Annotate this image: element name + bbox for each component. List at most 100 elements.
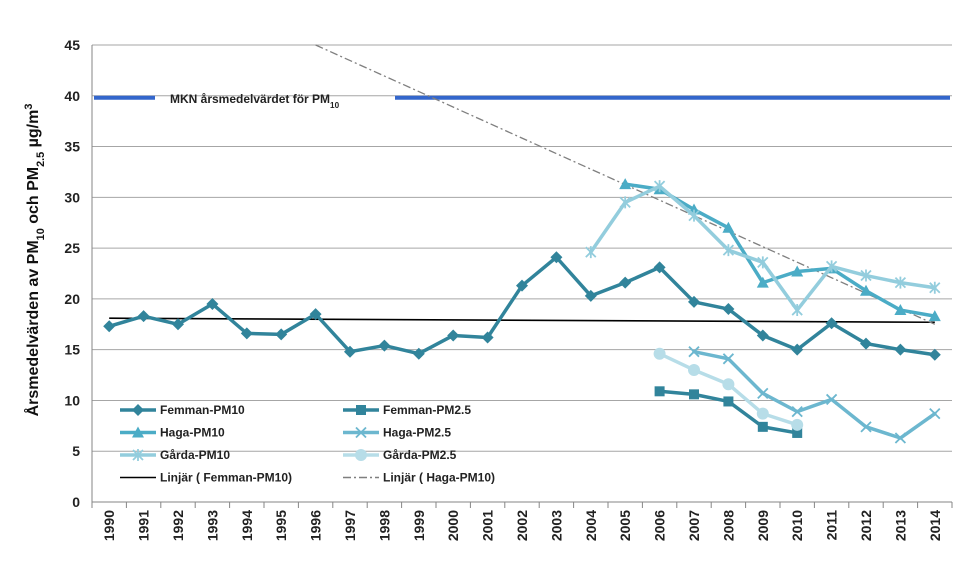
data-point <box>791 304 803 317</box>
data-point <box>344 345 356 358</box>
x-tick-label: 1993 <box>204 510 220 541</box>
legend-item: Linjär ( Femman-PM10) <box>120 471 292 485</box>
x-tick-label: 2011 <box>824 510 840 541</box>
data-point <box>355 449 367 461</box>
x-tick-label: 2000 <box>445 510 461 541</box>
series-Haga-PM2.5 <box>688 346 941 444</box>
data-point <box>791 418 804 431</box>
data-point <box>309 308 322 321</box>
data-point <box>894 343 907 356</box>
data-point <box>894 432 907 444</box>
x-tick-label: 1999 <box>411 510 427 541</box>
legend: Femman-PM10 Femman-PM2.5 Haga-PM10 Haga-PM2… <box>120 403 495 485</box>
legend-label: Haga-PM2.5 <box>383 426 451 440</box>
y-axis-title: Årsmedelvärden av PM10 och PM2.5 µg/m3 <box>23 104 47 417</box>
data-point <box>516 279 528 292</box>
legend-item: Haga-PM2.5 <box>343 426 451 440</box>
data-point <box>860 284 872 296</box>
data-point <box>825 317 838 330</box>
trendline <box>109 317 935 324</box>
legend-item: Linjär ( Haga-PM10) <box>343 471 495 485</box>
legend-label: Gårda-PM2.5 <box>383 448 457 462</box>
y-tick-label: 45 <box>64 37 80 53</box>
axes: 0 5 10 15 20 25 30 35 40 45 1990 1991 1992 1993 1994 19… <box>64 37 953 541</box>
data-point <box>137 310 150 323</box>
x-tick-label: 2008 <box>720 510 736 541</box>
data-point <box>481 331 494 344</box>
x-tick-label: 1990 <box>101 510 117 541</box>
x-tick-label: 2001 <box>480 510 496 541</box>
legend-label: Femman-PM10 <box>160 403 245 417</box>
data-point <box>860 421 872 433</box>
data-point <box>132 404 144 416</box>
data-point <box>722 244 735 257</box>
reference-line-group: MKN årsmedelvärdet för PM10 <box>94 92 950 110</box>
data-point <box>619 196 631 209</box>
x-tick-label: 1996 <box>308 510 324 541</box>
gridlines <box>92 44 952 503</box>
data-point <box>689 389 699 400</box>
series-Gårda-PM2.5 <box>653 347 804 431</box>
y-tick-label: 25 <box>64 240 80 256</box>
legend-label: Linjär ( Femman-PM10) <box>160 471 292 485</box>
x-tick-label: 2004 <box>583 510 599 541</box>
y-tick-label: 35 <box>64 139 80 155</box>
data-point <box>928 348 941 361</box>
x-tick-label: 1995 <box>273 510 289 541</box>
data-point <box>584 289 597 302</box>
y-tick-label: 30 <box>64 189 80 205</box>
legend-label: Femman-PM2.5 <box>383 403 471 417</box>
data-point <box>275 328 288 341</box>
data-point <box>756 276 769 288</box>
legend-item: Haga-PM10 <box>120 426 225 440</box>
data-point <box>688 346 700 358</box>
y-tick-label: 0 <box>72 494 80 510</box>
data-point <box>653 347 666 360</box>
series-Gårda-PM10 <box>585 180 941 317</box>
data-point <box>791 265 804 277</box>
x-tick-label: 1998 <box>376 510 392 541</box>
data-point <box>653 261 666 274</box>
data-point <box>654 386 665 397</box>
y-tick-label: 10 <box>64 392 80 408</box>
data-point <box>132 426 144 438</box>
x-tick-label: 2013 <box>892 510 908 541</box>
data-point <box>825 393 838 406</box>
series-Haga-PM10 <box>619 178 941 322</box>
x-tick-label: 2010 <box>789 510 805 541</box>
data-point <box>722 378 735 391</box>
data-point <box>688 209 700 222</box>
data-point <box>722 221 735 233</box>
data-point <box>206 297 219 310</box>
reference-line-label: MKN årsmedelvärdet för PM10 <box>170 92 340 110</box>
data-point <box>722 303 735 316</box>
series-Femman-PM10 <box>103 251 941 361</box>
series-group <box>103 178 941 444</box>
data-point <box>550 251 563 264</box>
data-point <box>825 260 838 273</box>
data-point <box>929 408 941 420</box>
data-point <box>447 329 460 342</box>
data-point <box>791 405 803 418</box>
data-point <box>688 363 700 376</box>
x-tick-label: 1992 <box>170 510 186 541</box>
data-point <box>722 353 735 365</box>
legend-item: Femman-PM2.5 <box>343 403 471 417</box>
x-tick-label: 1997 <box>342 510 358 541</box>
legend-label: Haga-PM10 <box>160 426 225 440</box>
data-point <box>688 295 700 308</box>
legend-label: Gårda-PM10 <box>160 448 230 462</box>
data-point <box>928 310 941 322</box>
legend-item: Gårda-PM2.5 <box>343 448 457 462</box>
legend-item: Gårda-PM10 <box>120 448 230 462</box>
y-tick-label: 20 <box>64 291 80 307</box>
x-tick-label: 2003 <box>548 510 564 541</box>
data-point <box>412 347 425 360</box>
x-tick-label: 2006 <box>652 510 668 541</box>
data-point <box>791 343 804 356</box>
data-point <box>378 339 391 352</box>
series-Femman-PM2.5 <box>654 386 803 438</box>
x-tick-label: 1994 <box>239 510 255 541</box>
x-tick-label: 2007 <box>686 510 702 541</box>
data-point <box>619 276 632 289</box>
